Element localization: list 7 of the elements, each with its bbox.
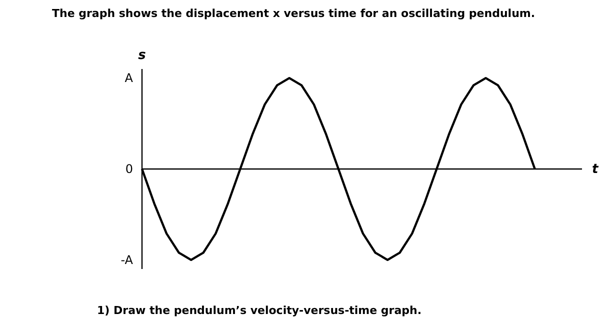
text: A: [124, 71, 134, 86]
text: -A: [120, 252, 134, 267]
chart-title: The graph shows the displacement x versus time for an oscillating pendulum.: [52, 7, 536, 20]
y-axis-title: s: [138, 48, 146, 63]
text: 1) Draw the pendulum’s velocity-versus-time graph.: [97, 304, 422, 317]
text: 0: [125, 162, 133, 176]
x-axis-title: t: [592, 162, 599, 177]
